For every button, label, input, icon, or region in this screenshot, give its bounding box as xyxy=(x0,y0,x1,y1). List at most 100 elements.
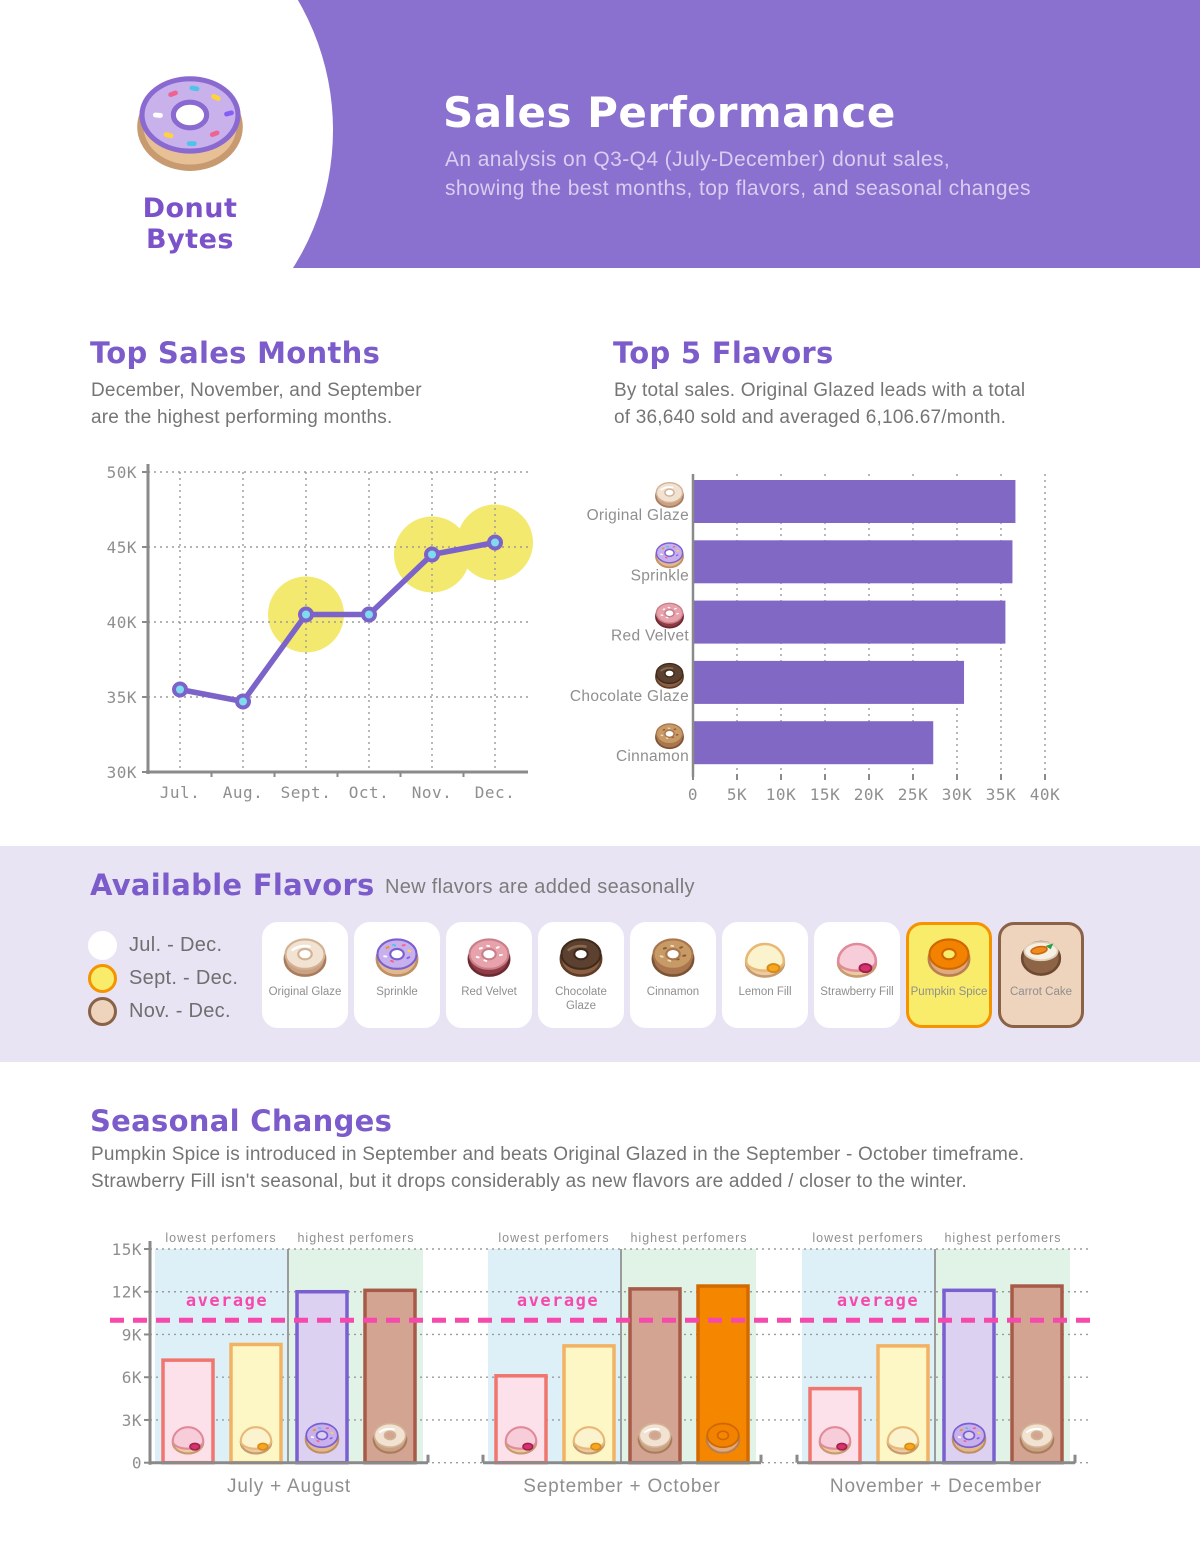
svg-text:Sept.: Sept. xyxy=(281,783,332,802)
legend-swatch-circle xyxy=(88,930,117,960)
flavor-card-label: Sprinkle xyxy=(376,986,418,998)
page-subtitle-line: showing the best months, top flavors, an… xyxy=(445,177,1031,201)
header-text: Sales Performance An analysis on Q3-Q4 (… xyxy=(443,88,1163,204)
legend-swatch-circle xyxy=(88,963,117,993)
flavor-card-label: Original Glaze xyxy=(268,986,342,998)
pumpkin-spice-donut-icon xyxy=(705,1422,741,1454)
available-flavors-subheading: New flavors are added seasonally xyxy=(385,876,695,898)
svg-text:5K: 5K xyxy=(727,785,747,804)
svg-text:average: average xyxy=(517,1291,599,1311)
lemon-fill-donut-icon xyxy=(886,1426,920,1455)
seasonal-legend: Jul. - Dec. Sept. - Dec. Nov. - Dec. xyxy=(88,930,238,1029)
description-line: December, November, and September xyxy=(91,380,422,401)
svg-text:highest perfomers: highest perfomers xyxy=(630,1231,747,1245)
carrot-cake-donut-icon xyxy=(1020,940,1062,976)
svg-text:25K: 25K xyxy=(898,785,928,804)
svg-text:Nov.: Nov. xyxy=(412,783,453,802)
flavor-card-label: Strawberry Fill xyxy=(820,986,894,998)
bar-sprinkle xyxy=(693,540,1013,584)
red-velvet-donut-icon xyxy=(655,602,684,629)
svg-text:Jul.: Jul. xyxy=(160,783,201,802)
cinnamon-donut-icon xyxy=(651,938,695,977)
lemon-fill-donut-icon xyxy=(744,942,786,978)
description-line: of 36,640 sold and averaged 6,106.67/mon… xyxy=(614,406,1007,428)
page-subtitle: An analysis on Q3-Q4 (July-December) don… xyxy=(445,145,1163,204)
svg-text:9K: 9K xyxy=(122,1325,142,1344)
flavor-card-sprinkle: Sprinkle xyxy=(354,922,440,1028)
svg-text:September + October: September + October xyxy=(523,1476,720,1497)
page-title: Sales Performance xyxy=(443,88,896,137)
chocolate-glaze-donut-icon xyxy=(655,662,684,689)
original-glaze-donut-icon xyxy=(283,938,327,977)
svg-text:lowest perfomers: lowest perfomers xyxy=(812,1231,923,1245)
svg-text:0: 0 xyxy=(132,1454,142,1473)
legend-label: Jul. - Dec. xyxy=(129,933,223,956)
header-background xyxy=(280,0,1200,268)
svg-text:35K: 35K xyxy=(986,785,1016,804)
original-glaze-donut-icon xyxy=(637,1422,673,1454)
sprinkle-donut-icon xyxy=(304,1422,340,1454)
svg-text:12K: 12K xyxy=(112,1283,142,1302)
flavor-card-label: Pumpkin Spice xyxy=(910,986,988,998)
seasonal-changes-heading: Seasonal Changes xyxy=(90,1104,393,1138)
svg-text:40K: 40K xyxy=(1030,785,1060,804)
legend-label: Sept. - Dec. xyxy=(129,966,239,989)
svg-text:45K: 45K xyxy=(107,538,137,557)
brand-name: Donut Bytes xyxy=(142,193,238,255)
bar-chocolate-glaze xyxy=(693,660,965,704)
description-line: Pumpkin Spice is introduced in September… xyxy=(91,1144,1025,1165)
donut-logo-icon xyxy=(137,76,243,171)
flavor-card-carrot-cake: Carrot Cake xyxy=(998,922,1084,1028)
svg-text:30K: 30K xyxy=(942,785,972,804)
bar-lemon-fill-july-+-august xyxy=(229,1342,283,1465)
flavor-card-label: Carrot Cake xyxy=(1010,986,1072,998)
svg-text:average: average xyxy=(186,1291,268,1311)
legend-swatch-circle xyxy=(88,996,117,1026)
description-line: Strawberry Fill isn't seasonal, but it d… xyxy=(91,1170,968,1192)
flavor-card-label: Cinnamon xyxy=(646,986,700,998)
flavor-card-strawberry-fill: Strawberry Fill xyxy=(814,922,900,1028)
strawberry-fill-donut-icon xyxy=(171,1426,205,1455)
description-line: are the highest performing months. xyxy=(91,406,393,428)
svg-text:Sprinkle: Sprinkle xyxy=(631,567,689,584)
svg-text:Chocolate Glaze: Chocolate Glaze xyxy=(570,688,689,705)
legend-label: Nov. - Dec. xyxy=(129,999,231,1022)
flavor-card-pumpkin-spice: Pumpkin Spice xyxy=(906,922,992,1028)
flavor-card-chocolate-glaze: Chocolate Glaze xyxy=(538,922,624,1028)
original-glaze-donut-icon xyxy=(655,481,684,508)
brand-logo: Donut Bytes xyxy=(95,58,285,255)
flavor-legend-item: Sept. - Dec. xyxy=(88,963,238,993)
svg-text:Red Velvet: Red Velvet xyxy=(611,628,689,645)
monthly-sales-line-chart: 30K 35K 40K 45K 50K Jul. Aug. Sept. Oct. Nov. Dec. xyxy=(107,463,533,802)
svg-text:0: 0 xyxy=(688,785,698,804)
sprinkle-donut-icon xyxy=(951,1422,987,1454)
svg-text:35K: 35K xyxy=(107,688,137,707)
lemon-fill-donut-icon xyxy=(239,1426,273,1455)
svg-text:November + December: November + December xyxy=(830,1476,1042,1497)
seasonal-grouped-bar-chart: 0 3K 6K 9K 12K 15K lowest perfomers highest per… xyxy=(110,1231,1092,1497)
svg-text:50K: 50K xyxy=(107,463,137,482)
seasonal-changes-description: Pumpkin Spice is introduced in September… xyxy=(91,1142,1024,1196)
svg-text:30K: 30K xyxy=(107,763,137,782)
lemon-fill-donut-icon xyxy=(572,1426,606,1455)
svg-text:15K: 15K xyxy=(810,785,840,804)
flavor-cards-row: Original Glaze Sprinkle Red Velvet Chocolat… xyxy=(262,922,1084,1028)
svg-text:Oct.: Oct. xyxy=(349,783,390,802)
svg-text:highest perfomers: highest perfomers xyxy=(297,1231,414,1245)
flavor-card-lemon-fill: Lemon Fill xyxy=(722,922,808,1028)
sprinkle-donut-icon xyxy=(375,938,419,977)
cinnamon-donut-icon xyxy=(655,723,684,750)
pumpkin-spice-donut-icon xyxy=(927,938,971,977)
strawberry-fill-donut-icon xyxy=(818,1426,852,1455)
svg-text:6K: 6K xyxy=(122,1368,142,1387)
bar-red-velvet xyxy=(693,600,1006,644)
svg-text:20K: 20K xyxy=(854,785,884,804)
svg-text:lowest perfomers: lowest perfomers xyxy=(165,1231,276,1245)
original-glaze-donut-icon xyxy=(1019,1422,1055,1454)
flavor-card-original-glaze: Original Glaze xyxy=(262,922,348,1028)
svg-text:July + August: July + August xyxy=(227,1476,351,1497)
top-5-flavors-bar-chart: 0 5K 10K 15K 20K 25K 30K 35K 40K Original Glaze Sp… xyxy=(570,474,1060,804)
bar-original-glaze xyxy=(693,480,1016,523)
flavor-card-label: Chocolate Glaze xyxy=(555,986,607,1012)
strawberry-fill-donut-icon xyxy=(836,942,878,978)
